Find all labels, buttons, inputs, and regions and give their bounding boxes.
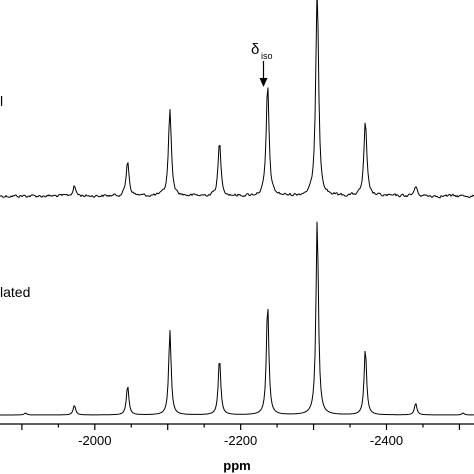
- panel-label-simulated: lated: [0, 284, 30, 300]
- delta-iso-subscript: iso: [261, 51, 273, 61]
- spectrum-lines: [0, 0, 474, 416]
- x-tick-label: -2200: [224, 433, 257, 448]
- x-tick-label: -2000: [78, 433, 111, 448]
- simulated-spectrum-line: [0, 221, 474, 416]
- experimental-spectrum-line: [0, 0, 474, 199]
- delta-iso-arrowhead: [259, 78, 268, 87]
- delta-iso-symbol: δ: [251, 41, 259, 58]
- x-tick-label: -2400: [370, 433, 403, 448]
- x-axis-label: ppm: [223, 458, 250, 473]
- panel-label-experimental: l: [0, 93, 3, 109]
- x-axis-ticks: -2000 -2200 -2400: [21, 424, 461, 448]
- delta-iso-annotation: δ iso: [251, 41, 273, 87]
